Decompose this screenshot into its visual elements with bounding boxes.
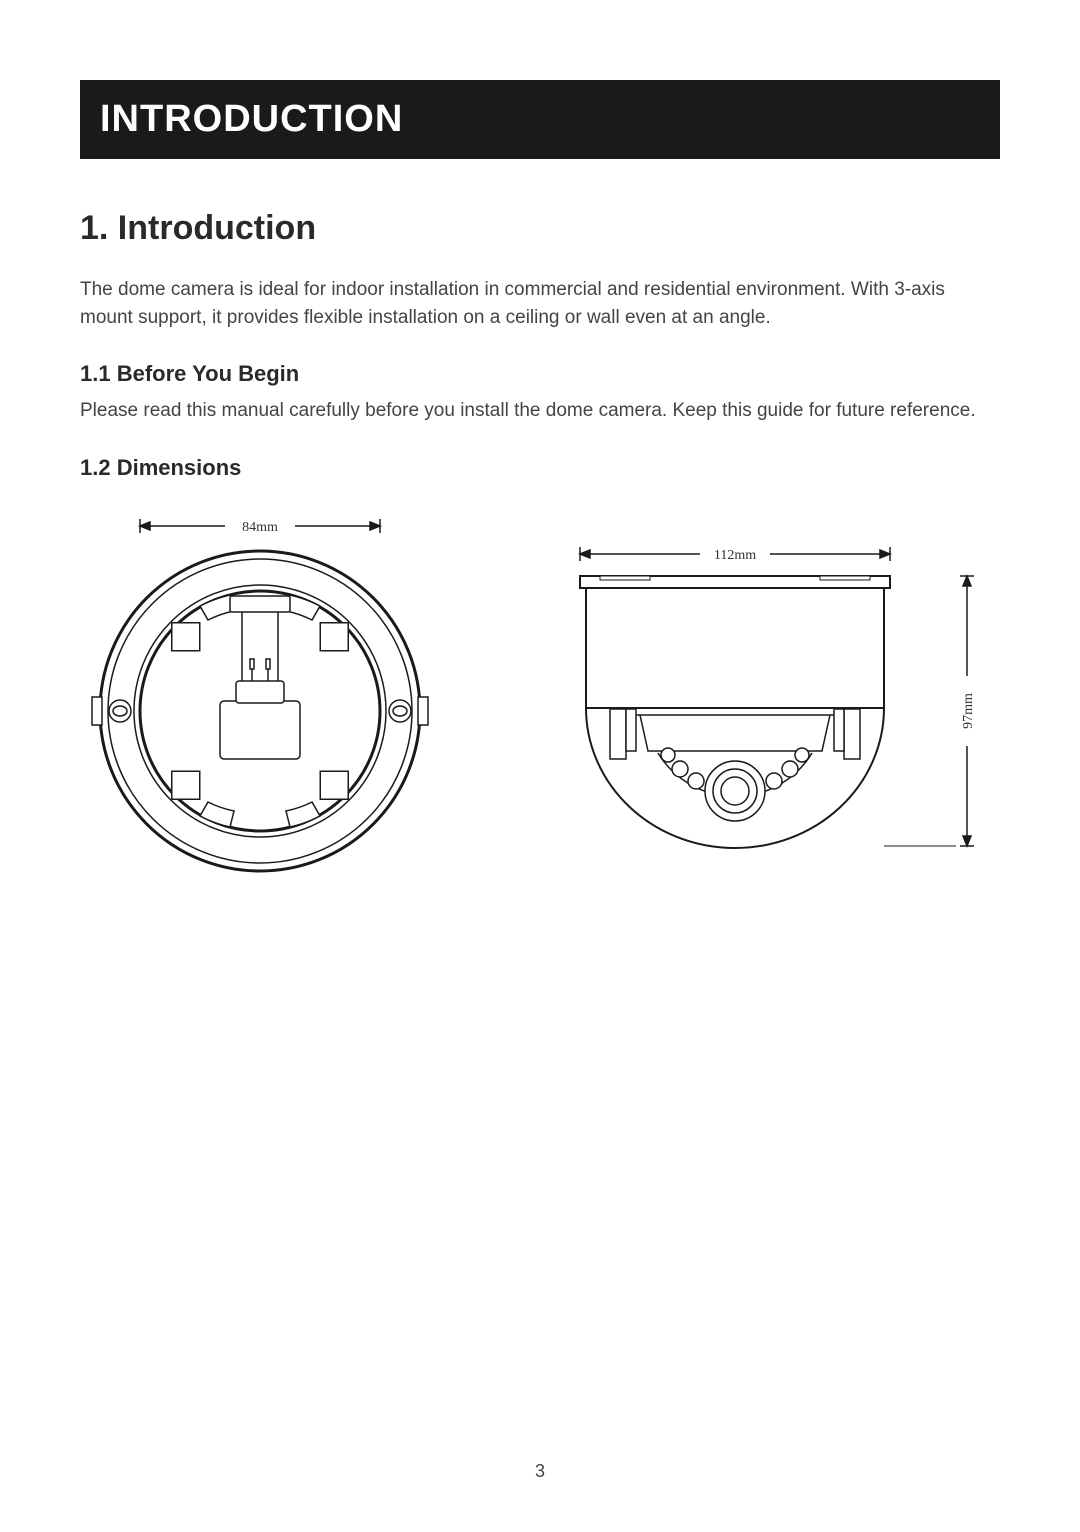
side-view-svg: 112mm 97mm [540, 491, 1000, 891]
chapter-banner: INTRODUCTION [80, 80, 1000, 159]
dimensions-diagrams: 84mm [80, 491, 1000, 891]
top-view-svg: 84mm [80, 491, 440, 891]
section-heading: 1. Introduction [80, 209, 1000, 248]
page: INTRODUCTION 1. Introduction The dome ca… [0, 0, 1080, 1532]
chapter-banner-text: INTRODUCTION [100, 98, 403, 140]
intro-paragraph: The dome camera is ideal for indoor inst… [80, 276, 1000, 331]
top-view-diagram: 84mm [80, 491, 500, 891]
subsection-1-heading: 1.1 Before You Begin [80, 361, 1000, 387]
side-view-diagram: 112mm 97mm [540, 491, 1000, 891]
side-view-height-label: 97mm [961, 693, 976, 729]
top-view-label: 84mm [242, 520, 278, 535]
subsection-1-text: Please read this manual carefully before… [80, 397, 1000, 425]
side-view-width-label: 112mm [714, 548, 756, 563]
page-number: 3 [0, 1461, 1080, 1482]
subsection-2-heading: 1.2 Dimensions [80, 455, 1000, 481]
